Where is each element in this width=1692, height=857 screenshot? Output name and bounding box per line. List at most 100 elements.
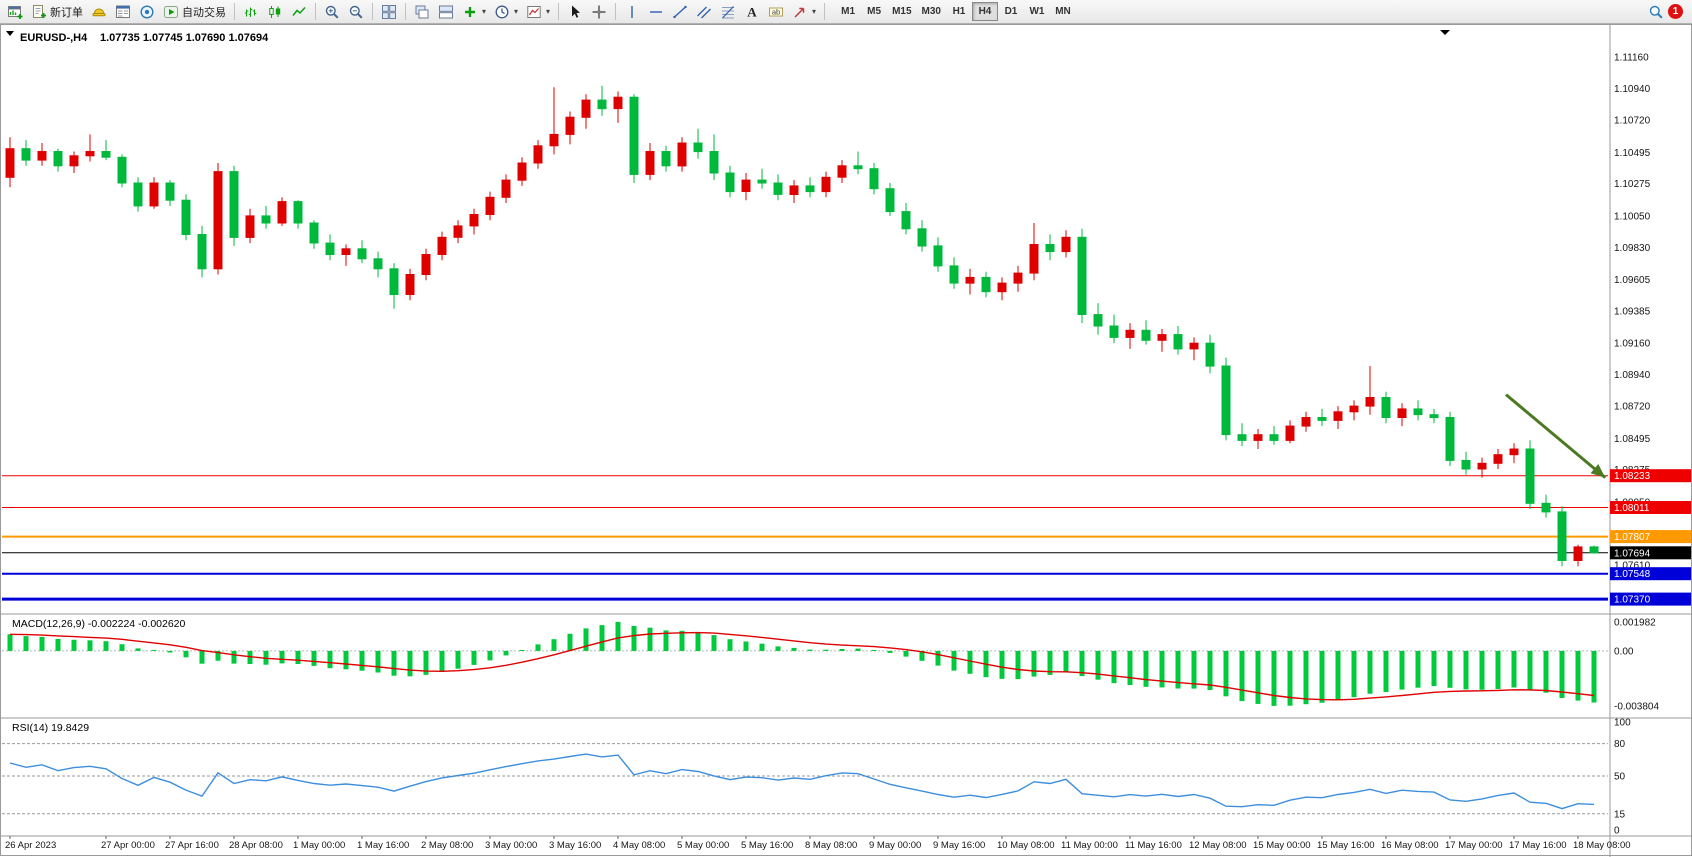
timeframe-button-w1[interactable]: W1 [1024, 2, 1050, 21]
time-axis-label: 10 May 08:00 [997, 840, 1055, 851]
timeframe-button-h1[interactable]: H1 [946, 2, 972, 21]
macd-histogram-bar [903, 650, 909, 657]
candle-bull [85, 151, 95, 157]
chart-menu-arrow[interactable] [1440, 30, 1450, 35]
candle-bull [581, 99, 591, 118]
horizontal-lines-layer[interactable] [2, 475, 1608, 601]
candle-bear [133, 182, 143, 207]
time-axis-label: 15 May 00:00 [1253, 840, 1311, 851]
trendline-button[interactable] [668, 1, 692, 22]
candle-bull [549, 133, 559, 147]
new-chart-icon [8, 5, 23, 19]
autotrading-icon [164, 5, 178, 18]
cursor-icon [572, 5, 581, 18]
candle-bear [693, 142, 703, 153]
svg-text:A: A [747, 4, 757, 19]
candle-bull [1397, 408, 1407, 418]
timeframe-button-h4[interactable]: H4 [971, 2, 998, 21]
macd-histogram-bar [1511, 650, 1517, 688]
candle-bear [1077, 236, 1087, 315]
macd-histogram-bar [1063, 650, 1069, 673]
search-button[interactable] [1644, 1, 1668, 22]
chevron-down-icon: ▾ [546, 7, 551, 16]
macd-histogram-bar [1591, 650, 1597, 703]
arrange-windows-button[interactable] [434, 1, 458, 22]
one-click-trading-arrow[interactable] [6, 31, 14, 36]
macd-histogram-bar [455, 650, 461, 669]
community-button[interactable] [135, 1, 159, 22]
macd-histogram-bar [695, 632, 701, 651]
line-chart-button[interactable] [287, 1, 311, 22]
zoom-out-button[interactable] [344, 1, 368, 22]
price-tag-box [1610, 592, 1691, 606]
macd-histogram-bar [487, 650, 493, 661]
new-order-icon [33, 4, 46, 18]
candle-bear [1429, 414, 1439, 419]
price-axis[interactable]: 1.11160 1.10940 1.10720 1.10495 1.10275 1.100… [1614, 53, 1651, 603]
candle-bull [5, 148, 15, 178]
periods-button[interactable]: ▾ [490, 1, 522, 22]
svg-text:ab: ab [772, 7, 780, 16]
crosshair-button[interactable] [587, 1, 611, 22]
macd-histogram-bar [199, 650, 205, 664]
candle-bull [453, 225, 463, 238]
horizontal-line-button[interactable] [644, 1, 668, 22]
autotrading-button[interactable]: 自动交易 [159, 1, 230, 22]
timeframe-button-m5[interactable]: M5 [861, 2, 887, 21]
candle-bull [1125, 329, 1135, 338]
timeframe-button-d1[interactable]: D1 [998, 2, 1024, 21]
macd-histogram-bar [135, 648, 141, 651]
candle-bear [933, 245, 943, 267]
macd-histogram-bar [935, 650, 941, 666]
add-indicator-button[interactable]: ▾ [458, 1, 490, 22]
zoom-in-icon [325, 5, 339, 19]
chart-canvas[interactable]: 1.11160 1.10940 1.10720 1.10495 1.10275 1.100… [0, 24, 1692, 857]
macd-histogram-bar [519, 650, 525, 651]
candle-bull [245, 215, 255, 238]
bar-chart-button[interactable] [239, 1, 263, 22]
macd-histogram-bar [967, 650, 973, 674]
expert-advisors-button[interactable] [87, 1, 111, 22]
templates-button[interactable]: ▾ [522, 1, 554, 22]
price-tag-box [1610, 546, 1691, 560]
tile-windows-icon [382, 4, 396, 19]
market-watch-button[interactable] [111, 1, 135, 22]
cursor-button[interactable] [563, 1, 587, 22]
new-chart-button[interactable] [3, 1, 27, 22]
candle-bear [1093, 314, 1103, 327]
trend-arrow-line[interactable] [1505, 393, 1607, 479]
time-axis-label: 9 May 16:00 [933, 840, 985, 851]
price-tag-label: 1.08011 [1614, 503, 1650, 514]
timeframe-button-m1[interactable]: M1 [835, 2, 861, 21]
candlestick-chart-button[interactable] [263, 1, 287, 22]
channel-button[interactable] [692, 1, 716, 22]
timeframe-button-m30[interactable]: M30 [917, 2, 946, 21]
time-axis-label: 5 May 00:00 [677, 840, 729, 851]
arrow-annotation[interactable] [1505, 393, 1607, 479]
cascade-windows-button[interactable] [410, 1, 434, 22]
candle-bull [1157, 334, 1167, 341]
macd-histogram-bar [615, 621, 621, 651]
macd-histogram-bar [1191, 650, 1197, 689]
fibonacci-button[interactable] [716, 1, 740, 22]
vertical-line-button[interactable] [620, 1, 644, 22]
timeframe-button-mn[interactable]: MN [1050, 2, 1076, 21]
shapes-button[interactable]: ▾ [788, 1, 820, 22]
zoom-in-button[interactable] [320, 1, 344, 22]
toolbar-separator [234, 3, 235, 20]
tile-windows-button[interactable] [377, 1, 401, 22]
notification-badge[interactable]: 1 [1668, 4, 1683, 19]
macd-histogram-bar [1479, 650, 1485, 690]
macd-histogram-bar [471, 650, 477, 665]
new-order-button[interactable]: 新订单 [27, 1, 87, 22]
macd-histogram-bar [1255, 650, 1261, 704]
macd-histogram-bar [359, 650, 365, 671]
candle-bear [869, 168, 879, 190]
text-button[interactable]: A [740, 1, 764, 22]
timeframe-button-m15[interactable]: M15 [887, 2, 916, 21]
time-axis-label: 8 May 08:00 [805, 840, 857, 851]
text-label-button[interactable]: ab [764, 1, 788, 22]
macd-histogram-bar [1175, 650, 1181, 689]
macd-histogram-bar [631, 626, 637, 651]
time-axis[interactable]: 26 Apr 2023 27 Apr 00:00 27 Apr 16:00 28 Ap… [5, 836, 1631, 851]
